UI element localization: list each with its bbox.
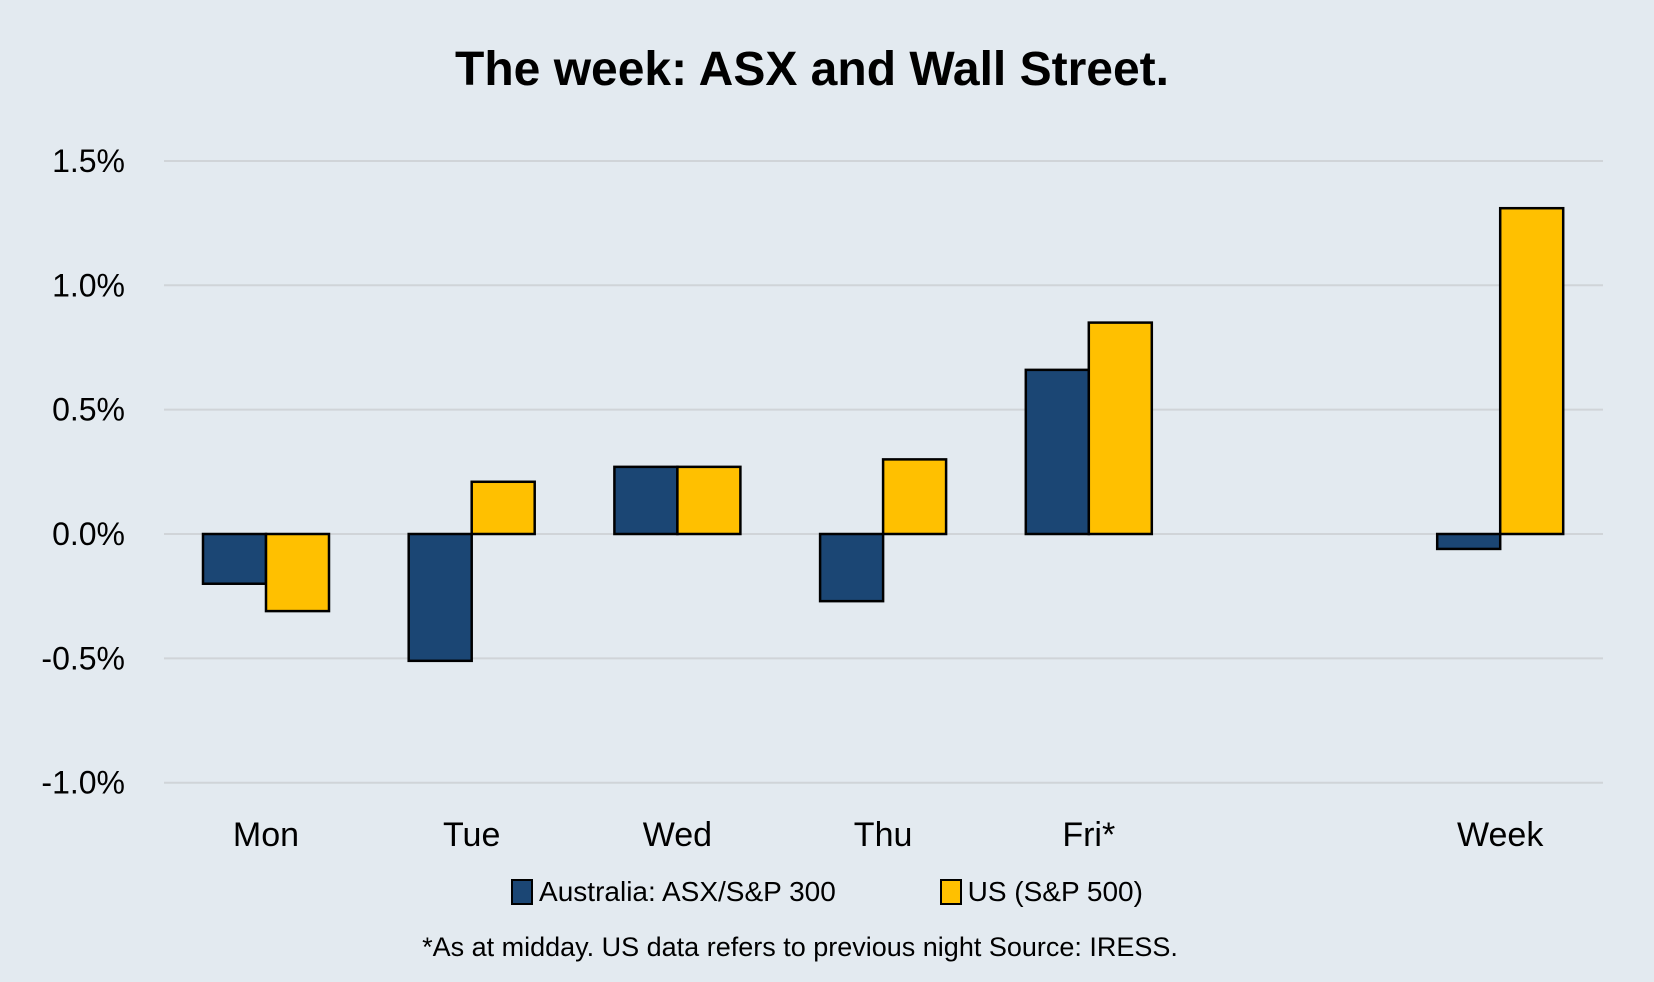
legend-item-us: US (S&P 500) (939, 876, 1143, 908)
x-tick-label: Thu (854, 816, 913, 854)
x-tick-label: Fri* (1062, 816, 1115, 854)
legend-label-us: US (S&P 500) (967, 876, 1143, 907)
bar-us (881, 458, 948, 536)
bar-us (1498, 206, 1565, 536)
bar-us (676, 465, 742, 536)
legend: Australia: ASX/S&P 300 US (S&P 500) (0, 876, 1654, 912)
bar-australia (1024, 368, 1091, 536)
x-tick-label: Tue (443, 816, 500, 854)
y-tick-label: 1.0% (52, 267, 125, 303)
bar-australia (613, 465, 679, 536)
bar-chart: 1.5% 1.0% 0.5% 0.0% -0.5% -1.0% Mon Tue Wed Thu Fr… (41, 143, 1603, 854)
legend-swatch-australia (511, 879, 534, 905)
legend-swatch-us (939, 879, 962, 905)
y-tick-label: 0.5% (52, 392, 125, 428)
x-tick-label: Wed (643, 816, 712, 854)
y-tick-label: 1.5% (52, 143, 125, 179)
bar-us (470, 480, 536, 536)
bar-australia (407, 532, 473, 663)
legend-label-australia: Australia: ASX/S&P 300 (539, 876, 836, 907)
legend-item-australia: Australia: ASX/S&P 300 (511, 876, 836, 908)
bar-us (1087, 321, 1154, 536)
y-tick-label: 0.0% (52, 516, 125, 552)
bar-australia (201, 532, 268, 585)
bar-us (264, 532, 331, 613)
x-tick-label: Week (1457, 816, 1544, 854)
y-tick-label: -0.5% (41, 640, 125, 676)
x-tick-label: Mon (233, 816, 299, 854)
y-tick-label: -1.0% (41, 765, 125, 801)
chart-title: The week: ASX and Wall Street. (455, 43, 1169, 96)
bar-australia (1435, 532, 1502, 551)
bar-australia (818, 532, 885, 603)
footnote: *As at midday. US data refers to previou… (422, 932, 1178, 962)
